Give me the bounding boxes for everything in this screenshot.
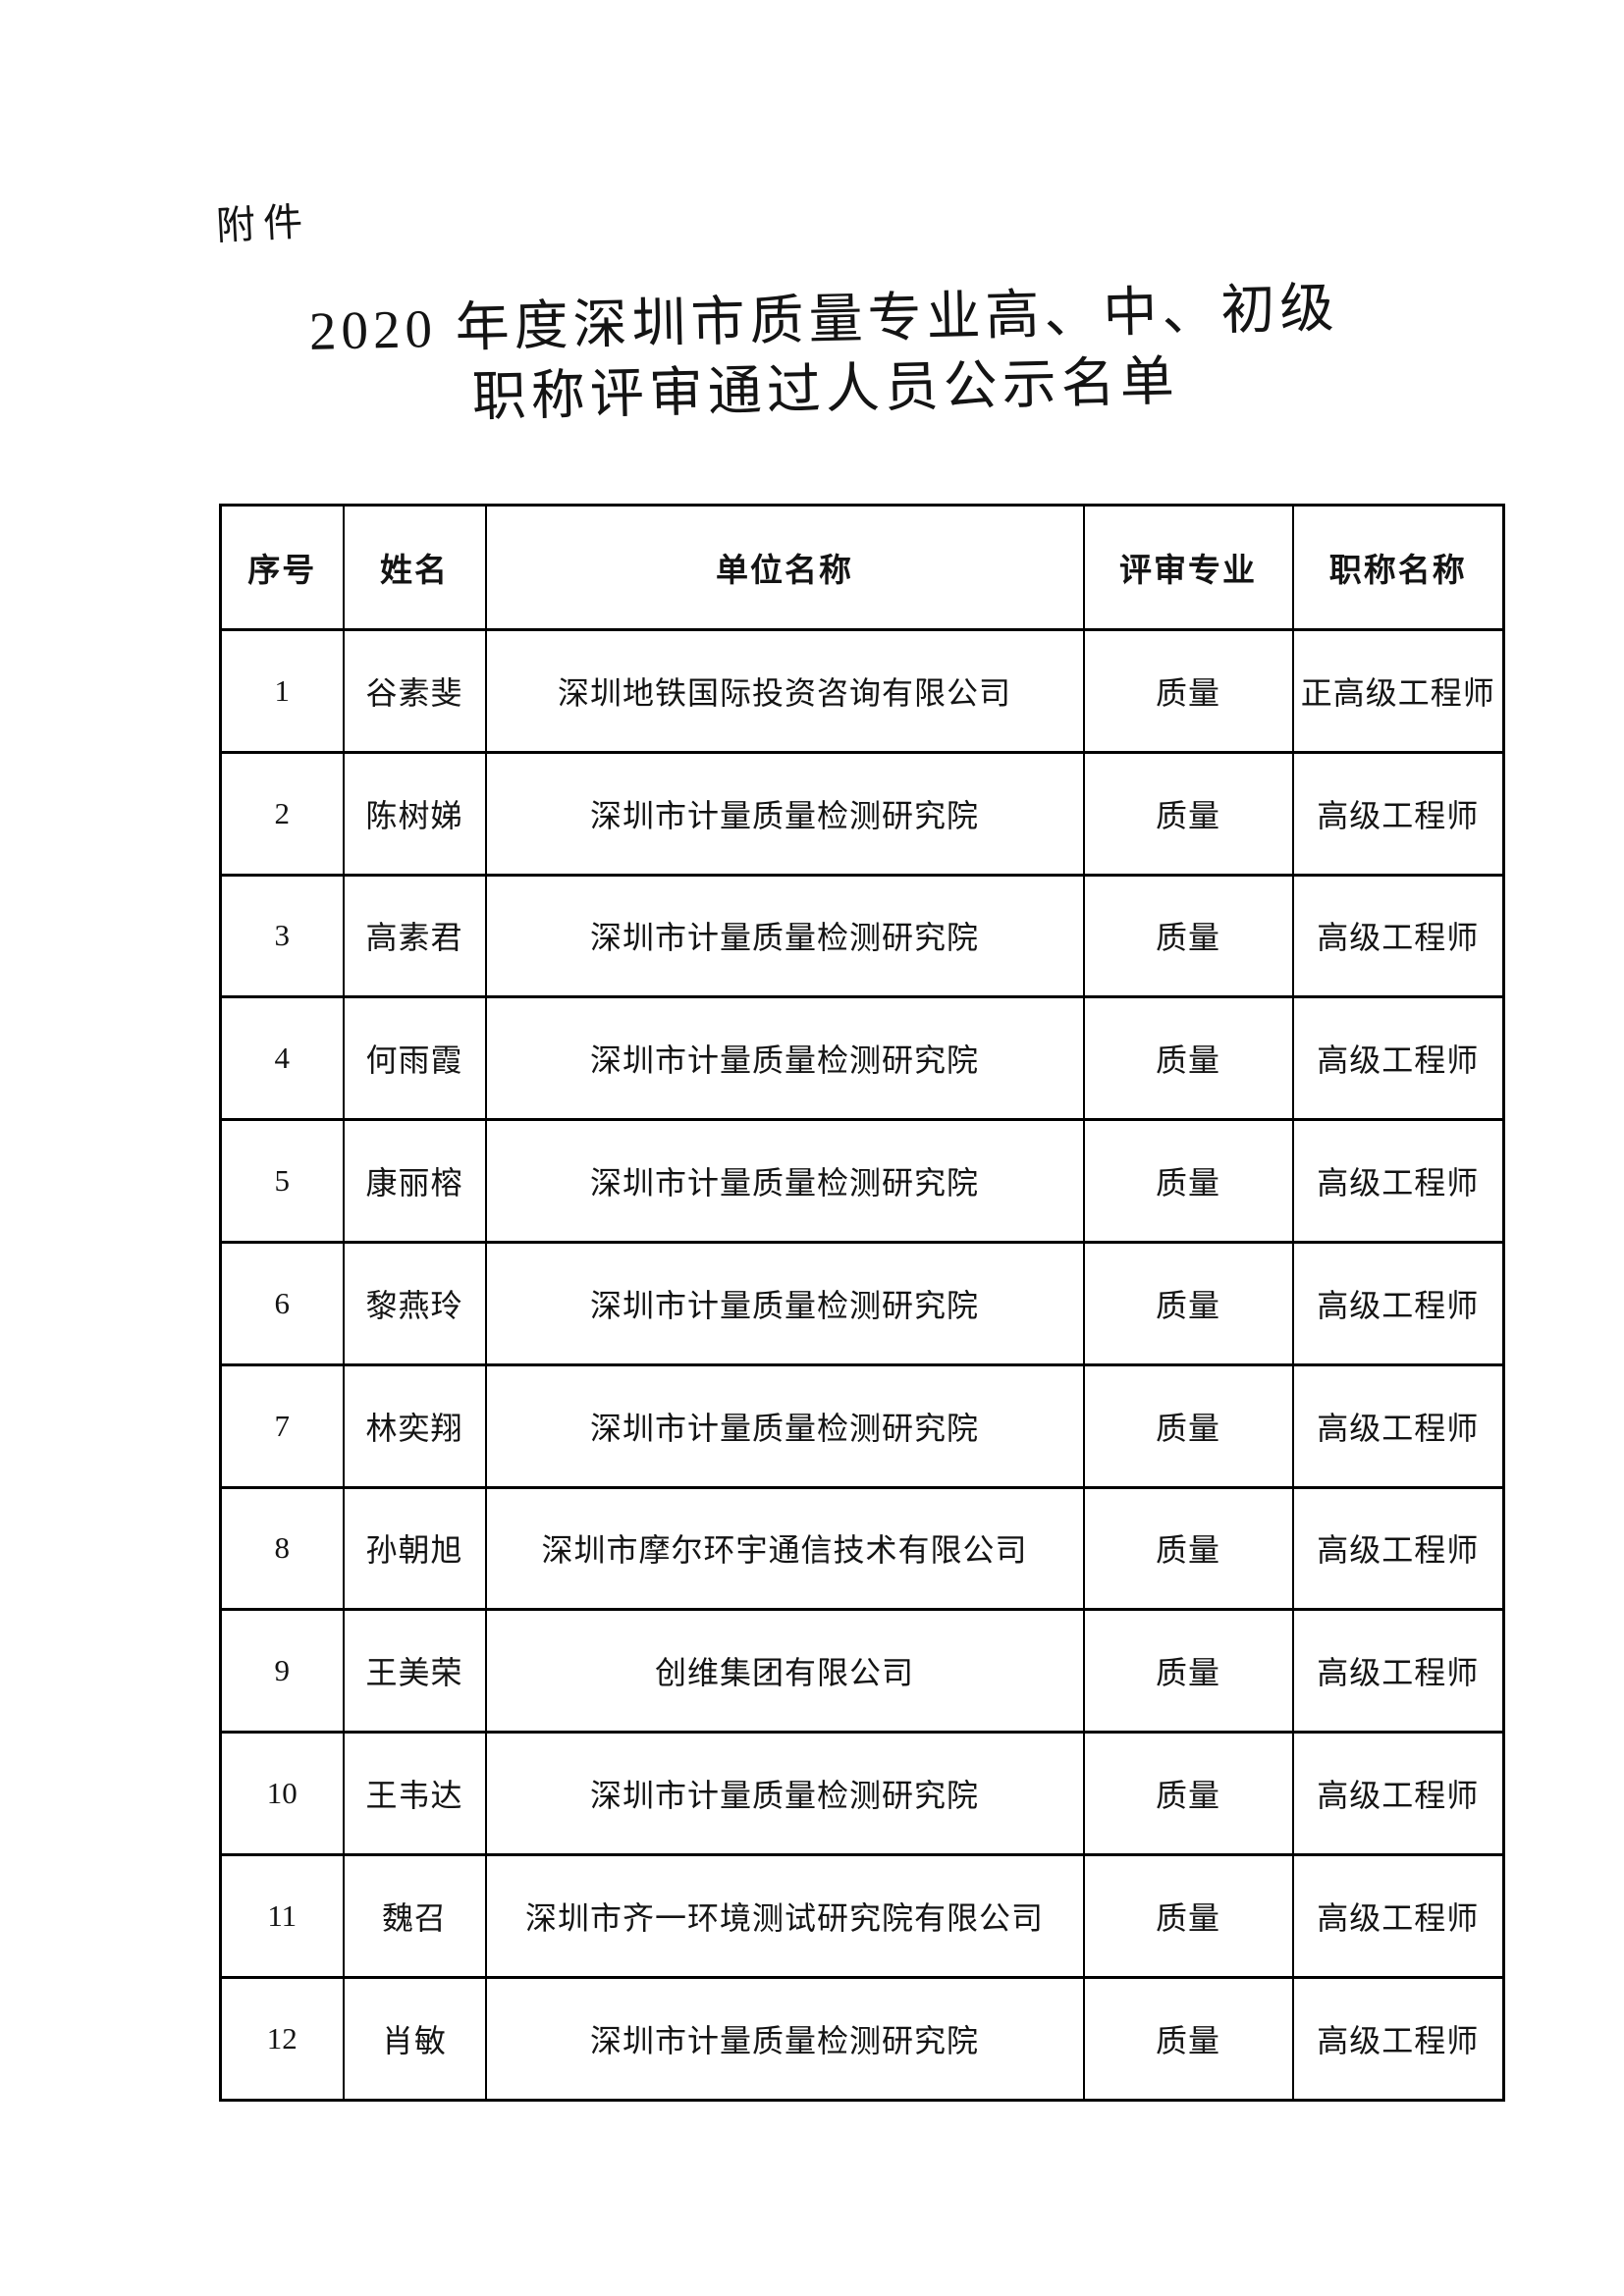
table-row: 2 陈树娣 深圳市计量质量检测研究院 质量 高级工程师 <box>219 750 1505 877</box>
header-row-number: 序号 <box>219 504 345 631</box>
title-cell: 正高级工程师 <box>1291 628 1505 754</box>
header-title: 职称名称 <box>1291 504 1505 631</box>
roster-table: 序号 姓名 单位名称 评审专业 职称名称 1 谷素斐 深圳地铁国际投资咨询有限公司质… <box>219 504 1505 2102</box>
organization-cell: 深圳市计量质量检测研究院 <box>484 1118 1085 1244</box>
title-cell: 高级工程师 <box>1291 1362 1505 1489</box>
name-cell: 陈树娣 <box>342 750 487 877</box>
row-number-cell: 11 <box>219 1852 345 1979</box>
table-row: 6 黎燕玲 深圳市计量质量检测研究院 质量 高级工程师 <box>219 1240 1505 1366</box>
specialty-cell: 质量 <box>1082 1362 1294 1489</box>
name-cell: 林奕翔 <box>342 1362 487 1489</box>
name-cell: 孙朝旭 <box>342 1485 487 1612</box>
organization-cell: 深圳市计量质量检测研究院 <box>484 995 1085 1122</box>
name-cell: 何雨霞 <box>342 995 487 1122</box>
table-body: 1 谷素斐 深圳地铁国际投资咨询有限公司 质量 正高级工程师 2 陈树娣 深圳市计量质量检测研… <box>219 628 1505 2102</box>
name-cell: 高素君 <box>342 873 487 999</box>
specialty-cell: 质量 <box>1082 995 1294 1122</box>
row-number-cell: 8 <box>219 1485 345 1612</box>
header-name: 姓名 <box>342 504 487 631</box>
table-row: 4 何雨霞 深圳市计量质量检测研究院 质量 高级工程师 <box>219 995 1505 1122</box>
row-number-cell: 2 <box>219 750 345 877</box>
row-number-cell: 1 <box>219 628 345 754</box>
row-number-cell: 10 <box>219 1731 345 1856</box>
table-row: 9 王美荣 创维集团有限公司 质量 高级工程师 <box>219 1608 1505 1735</box>
specialty-cell: 质量 <box>1082 873 1294 999</box>
organization-cell: 深圳市计量质量检测研究院 <box>484 873 1085 999</box>
title-cell: 高级工程师 <box>1291 1118 1505 1244</box>
row-number-cell: 9 <box>219 1608 345 1735</box>
specialty-cell: 质量 <box>1082 750 1294 877</box>
specialty-cell: 质量 <box>1082 1731 1294 1856</box>
specialty-cell: 质量 <box>1082 628 1294 754</box>
row-number-cell: 7 <box>219 1362 345 1489</box>
organization-cell: 深圳市摩尔环宇通信技术有限公司 <box>484 1485 1085 1612</box>
organization-cell: 深圳地铁国际投资咨询有限公司 <box>484 628 1085 754</box>
specialty-cell: 质量 <box>1082 1975 1294 2102</box>
attachment-label: 附件 <box>215 199 312 248</box>
title-cell: 高级工程师 <box>1291 995 1505 1122</box>
title-cell: 高级工程师 <box>1291 873 1505 999</box>
organization-cell: 深圳市计量质量检测研究院 <box>484 750 1085 877</box>
table-row: 3 高素君 深圳市计量质量检测研究院 质量 高级工程师 <box>219 873 1505 999</box>
title-cell: 高级工程师 <box>1291 1485 1505 1612</box>
name-cell: 王美荣 <box>342 1608 487 1735</box>
name-cell: 康丽榕 <box>342 1118 487 1244</box>
page-title: 2020 年度深圳市质量专业高、中、初级 职称评审通过人员公示名单 <box>146 269 1504 439</box>
title-cell: 高级工程师 <box>1291 750 1505 877</box>
specialty-cell: 质量 <box>1082 1485 1294 1612</box>
title-cell: 高级工程师 <box>1291 1852 1505 1979</box>
table-row: 12 肖敏 深圳市计量质量检测研究院 质量 高级工程师 <box>219 1975 1505 2102</box>
header-organization: 单位名称 <box>484 504 1085 631</box>
specialty-cell: 质量 <box>1082 1852 1294 1979</box>
organization-cell: 深圳市计量质量检测研究院 <box>484 1362 1085 1489</box>
table-row: 7 林奕翔 深圳市计量质量检测研究院 质量 高级工程师 <box>219 1362 1505 1489</box>
row-number-cell: 12 <box>219 1975 345 2102</box>
specialty-cell: 质量 <box>1082 1240 1294 1366</box>
table-row: 11 魏召 深圳市齐一环境测试研究院有限公司 质量 高级工程师 <box>219 1852 1505 1979</box>
name-cell: 肖敏 <box>342 1975 487 2102</box>
specialty-cell: 质量 <box>1082 1118 1294 1244</box>
title-cell: 高级工程师 <box>1291 1240 1505 1366</box>
title-cell: 高级工程师 <box>1291 1608 1505 1735</box>
row-number-cell: 5 <box>219 1118 345 1244</box>
row-number-cell: 4 <box>219 995 345 1122</box>
name-cell: 谷素斐 <box>342 628 487 754</box>
organization-cell: 创维集团有限公司 <box>484 1608 1085 1735</box>
title-cell: 高级工程师 <box>1291 1975 1505 2102</box>
name-cell: 黎燕玲 <box>342 1240 487 1366</box>
organization-cell: 深圳市计量质量检测研究院 <box>484 1975 1085 2102</box>
row-number-cell: 3 <box>219 873 345 999</box>
header-row: 序号 姓名 单位名称 评审专业 职称名称 <box>219 504 1505 631</box>
name-cell: 王韦达 <box>342 1731 487 1856</box>
organization-cell: 深圳市计量质量检测研究院 <box>484 1731 1085 1856</box>
row-number-cell: 6 <box>219 1240 345 1366</box>
specialty-cell: 质量 <box>1082 1608 1294 1735</box>
header-specialty: 评审专业 <box>1082 504 1294 631</box>
table-row: 8 孙朝旭 深圳市摩尔环宇通信技术有限公司 质量 高级工程师 <box>219 1485 1505 1612</box>
organization-cell: 深圳市计量质量检测研究院 <box>484 1240 1085 1366</box>
table-header: 序号 姓名 单位名称 评审专业 职称名称 <box>219 504 1505 631</box>
title-cell: 高级工程师 <box>1291 1731 1505 1856</box>
name-cell: 魏召 <box>342 1852 487 1979</box>
table-row: 5 康丽榕 深圳市计量质量检测研究院 质量 高级工程师 <box>219 1118 1505 1244</box>
table-row: 1 谷素斐 深圳地铁国际投资咨询有限公司 质量 正高级工程师 <box>219 628 1505 754</box>
organization-cell: 深圳市齐一环境测试研究院有限公司 <box>484 1852 1085 1979</box>
table-row: 10 王韦达 深圳市计量质量检测研究院 质量 高级工程师 <box>219 1731 1505 1856</box>
